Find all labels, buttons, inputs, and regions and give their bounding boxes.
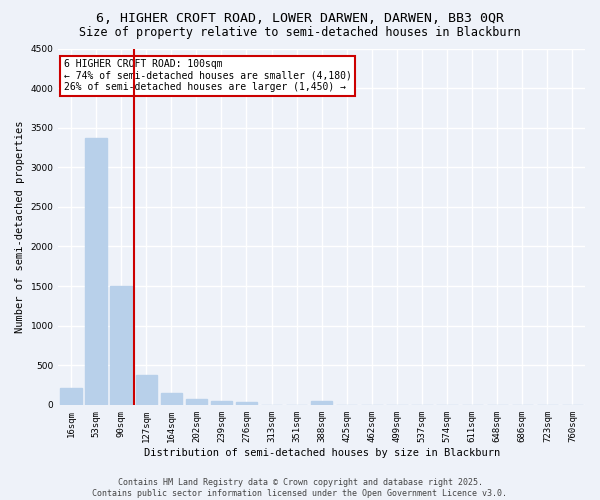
X-axis label: Distribution of semi-detached houses by size in Blackburn: Distribution of semi-detached houses by …: [143, 448, 500, 458]
Text: Size of property relative to semi-detached houses in Blackburn: Size of property relative to semi-detach…: [79, 26, 521, 39]
Bar: [60, 388, 82, 405]
Bar: [136, 374, 157, 405]
Bar: [161, 393, 182, 405]
Text: 6 HIGHER CROFT ROAD: 100sqm
← 74% of semi-detached houses are smaller (4,180)
26: 6 HIGHER CROFT ROAD: 100sqm ← 74% of sem…: [64, 59, 352, 92]
Text: 6, HIGHER CROFT ROAD, LOWER DARWEN, DARWEN, BB3 0QR: 6, HIGHER CROFT ROAD, LOWER DARWEN, DARW…: [96, 12, 504, 26]
Bar: [211, 402, 232, 405]
Bar: [185, 400, 207, 405]
Bar: [110, 286, 132, 405]
Bar: [236, 402, 257, 405]
Y-axis label: Number of semi-detached properties: Number of semi-detached properties: [15, 120, 25, 333]
Bar: [311, 401, 332, 405]
Text: Contains HM Land Registry data © Crown copyright and database right 2025.
Contai: Contains HM Land Registry data © Crown c…: [92, 478, 508, 498]
Bar: [85, 138, 107, 405]
